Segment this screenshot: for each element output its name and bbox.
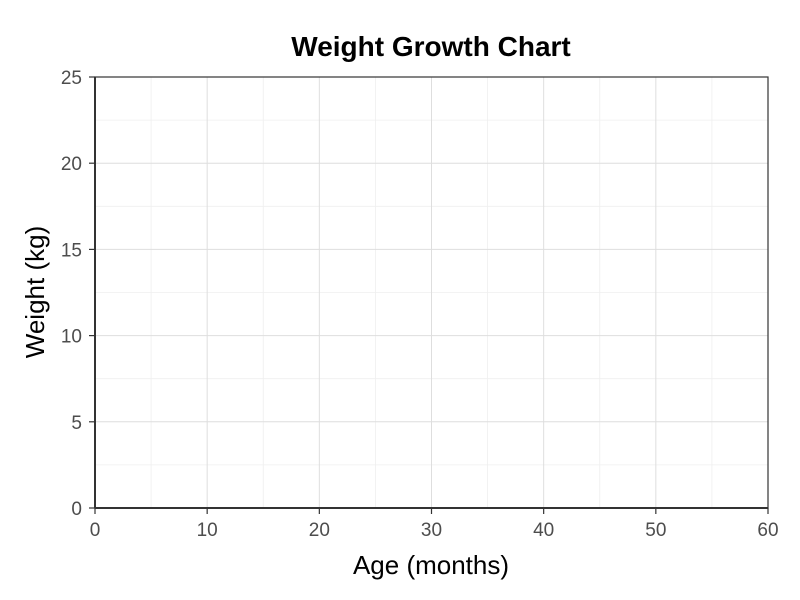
- x-tick-label: 40: [533, 520, 554, 541]
- y-tick-label: 25: [61, 68, 82, 89]
- y-tick-label: 0: [71, 499, 82, 520]
- x-tick-label: 10: [197, 520, 218, 541]
- x-tick-label: 60: [757, 520, 778, 541]
- y-tick-label: 20: [61, 154, 82, 175]
- y-tick-label: 5: [71, 413, 82, 434]
- chart-title: Weight Growth Chart: [291, 31, 570, 62]
- y-tick-label: 10: [61, 327, 82, 348]
- x-axis-title: Age (months): [353, 550, 509, 580]
- x-tick-label: 30: [421, 520, 442, 541]
- x-tick-label: 0: [90, 520, 101, 541]
- y-axis-title: Weight (kg): [20, 226, 50, 358]
- x-tick-label: 20: [309, 520, 330, 541]
- x-tick-label: 50: [645, 520, 666, 541]
- y-tick-label: 15: [61, 240, 82, 261]
- ticks: 0 10 20 30 40 50 60 0 5 10 15 20 25: [61, 68, 779, 541]
